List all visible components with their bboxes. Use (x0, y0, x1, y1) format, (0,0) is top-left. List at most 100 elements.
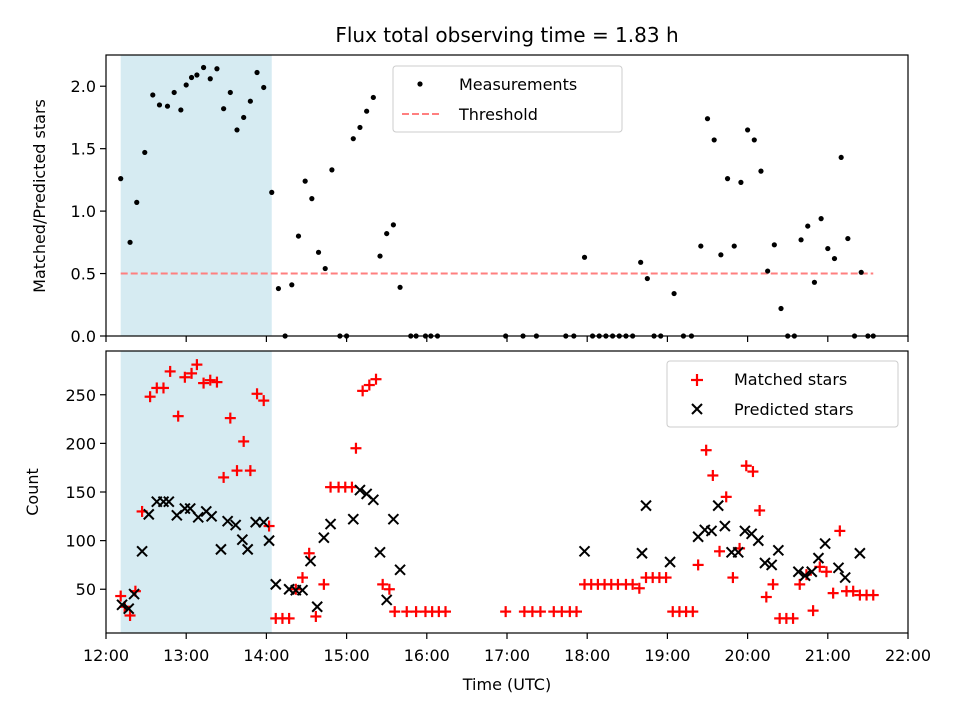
measurement-point (127, 239, 133, 245)
matched-star-point (296, 572, 308, 584)
matched-star-point (211, 376, 223, 388)
predicted-star-point (263, 534, 275, 547)
y-tick-label: 50 (76, 580, 96, 599)
predicted-star-point (806, 566, 818, 578)
measurement-point (818, 216, 824, 222)
matched-star-point (627, 578, 639, 590)
measurement-point (771, 242, 777, 248)
matched-star-point (191, 359, 203, 371)
measurement-point (150, 92, 156, 98)
x-tick-label: 13:00 (163, 646, 209, 665)
top-highlight-span (120, 55, 272, 336)
predicted-star-point (354, 484, 366, 496)
measurement-point (644, 275, 650, 282)
matched-star-point (700, 444, 712, 456)
predicted-star-point (192, 511, 204, 523)
bottom-y-ticks: 50 100 150 200 250 (65, 386, 106, 599)
matched-star-point (807, 605, 819, 617)
matched-star-point (727, 572, 739, 584)
matched-star-point (283, 612, 295, 624)
measurement-point (831, 255, 838, 262)
matched-star-point (115, 590, 127, 602)
predicted-star-point (258, 516, 270, 528)
matched-stars-points (115, 359, 879, 624)
measurement-point (397, 284, 403, 290)
predicted-star-point (380, 594, 393, 606)
measurement-point (227, 89, 233, 96)
measurement-point (171, 89, 177, 96)
bottom-legend: Matched stars Predicted stars (666, 360, 899, 428)
predicted-star-point (394, 564, 406, 576)
predicted-star-point (123, 602, 135, 615)
top-panel: 0.00.51.01.52.0 Matched/Predicted stars … (30, 54, 909, 346)
measurement-point (671, 290, 677, 297)
predicted-star-point (792, 566, 805, 578)
measurement-point (845, 235, 851, 242)
predicted-star-point (759, 557, 771, 569)
predicted-star-point (812, 552, 825, 564)
x-tick-label: 16:00 (404, 646, 450, 665)
matched-star-point (258, 395, 270, 407)
measurement-point (183, 82, 189, 88)
measurement-point (765, 268, 771, 274)
predicted-star-point (241, 543, 254, 556)
x-tick-label: 20:00 (725, 646, 771, 665)
top-x-ticks (105, 336, 909, 342)
matched-star-point (687, 606, 699, 618)
matched-star-point (318, 578, 330, 590)
y-tick-label: 100 (65, 532, 96, 551)
measurement-point (711, 137, 717, 143)
measurement-point (724, 176, 731, 182)
measurement-point (357, 124, 363, 131)
measurement-point (384, 230, 390, 237)
predicted-star-point (705, 525, 718, 537)
measurement-point (377, 253, 383, 259)
measurements-points (118, 64, 876, 339)
predicted-star-point (765, 559, 778, 571)
x-axis-label: Time (UTC) (462, 675, 551, 694)
chart-title: Flux total observing time = 1.83 h (335, 23, 678, 47)
matched-star-point (794, 578, 806, 590)
measurement-point (805, 223, 811, 229)
matched-star-point (401, 606, 413, 618)
predicted-star-point (229, 519, 242, 531)
legend-threshold-label: Threshold (458, 105, 538, 124)
x-tick-label: 19:00 (644, 646, 690, 665)
measurement-point (269, 189, 275, 195)
measurement-point (811, 279, 818, 285)
matched-star-point (720, 491, 732, 503)
x-tick-label: 22:00 (885, 646, 931, 665)
matched-star-point (827, 587, 839, 599)
bottom-x-ticks: 12:00 13:00 14:00 15:00 16:00 17:00 18:00 19:00… (83, 633, 931, 665)
measurement-point (234, 127, 240, 133)
measurement-point (247, 98, 253, 104)
measurement-point (214, 66, 220, 72)
bottom-panel: 50 100 150 200 250 12:00 13:00 14:00 15:00 16:00… (23, 350, 931, 694)
predicted-star-point (304, 555, 317, 567)
matched-star-point (383, 583, 395, 595)
top-y-ticks: 0.0 0.5 1.0 1.5 2.0 (71, 77, 106, 346)
matched-star-point (198, 377, 210, 389)
y-tick-label: 250 (65, 386, 96, 405)
predicted-star-point (640, 499, 652, 512)
y-tick-label: 1.0 (71, 202, 96, 221)
matched-star-point (157, 382, 169, 394)
matched-star-point (346, 481, 358, 493)
measurement-point (350, 136, 356, 142)
predicted-star-point (799, 569, 811, 582)
predicted-star-point (732, 546, 744, 558)
predicted-star-point (739, 525, 751, 537)
predicted-star-point (712, 499, 724, 512)
x-tick-label: 15:00 (324, 646, 370, 665)
matched-star-point (238, 435, 250, 447)
predicted-star-point (819, 537, 831, 550)
x-tick-label: 18:00 (564, 646, 610, 665)
matched-star-point (410, 606, 422, 618)
bottom-highlight-span (120, 351, 272, 633)
measurement-point (390, 222, 396, 228)
predicted-star-point (296, 584, 309, 596)
matched-star-point (303, 547, 315, 559)
predicted-star-point (839, 571, 851, 584)
y-tick-label: 200 (65, 434, 96, 453)
